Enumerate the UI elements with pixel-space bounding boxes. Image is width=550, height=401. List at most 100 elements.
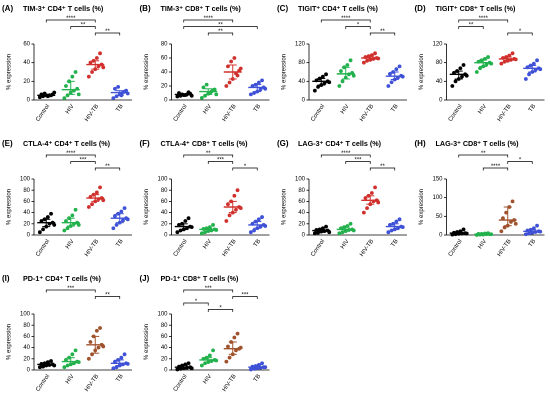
significance-label: **** (204, 16, 214, 22)
y-tick-label: 60 (23, 199, 30, 205)
data-point (504, 210, 509, 215)
significance-bracket (232, 296, 258, 299)
significance-label: *** (354, 157, 362, 163)
y-axis-label: % expression (419, 54, 425, 90)
data-point (312, 88, 317, 93)
significance-label: **** (341, 16, 351, 22)
significance-bracket (45, 19, 96, 23)
y-tick-label: 40 (23, 345, 30, 351)
data-point (324, 224, 328, 229)
data-point (119, 355, 124, 360)
data-point (361, 60, 366, 65)
y-tick-label: 80 (161, 42, 168, 48)
y-axis-label: % expression (282, 189, 288, 225)
data-point (113, 86, 117, 91)
x-tick-label: HIV-TB (359, 239, 375, 258)
y-tick-label: 100 (157, 177, 168, 183)
data-point (98, 326, 102, 330)
significance-label: ** (206, 151, 211, 157)
data-point (94, 190, 99, 195)
x-tick-label: HIV (203, 104, 214, 116)
significance-bracket (507, 32, 533, 36)
data-point (460, 74, 464, 79)
data-point (365, 206, 369, 211)
data-point (113, 359, 117, 364)
x-tick-label: HIV (340, 104, 351, 116)
y-tick-label: 60 (23, 334, 30, 340)
significance-bracket (232, 167, 258, 171)
y-tick-label: 40 (298, 210, 305, 216)
data-point (232, 56, 237, 60)
data-point (484, 62, 489, 67)
significance-bracket (369, 167, 396, 171)
data-point (260, 215, 264, 219)
y-tick-label: 0 (302, 98, 306, 104)
data-point (363, 196, 368, 200)
y-tick-label: 100 (20, 312, 31, 318)
significance-bracket (94, 167, 121, 171)
data-point (49, 211, 53, 216)
significance-bracket (458, 154, 509, 158)
data-point (86, 74, 91, 79)
data-point (73, 348, 78, 353)
y-tick-label: 20 (161, 356, 168, 362)
data-point (322, 81, 327, 86)
y-tick-label: 120 (432, 42, 443, 48)
data-point (234, 207, 238, 212)
significance-bracket (70, 161, 96, 164)
y-tick-label: 0 (164, 233, 168, 239)
y-tick-label: 40 (436, 79, 443, 85)
data-point (376, 200, 381, 205)
significance-label: * (519, 157, 522, 163)
significance-label: ** (81, 22, 86, 28)
significance-bracket (70, 26, 96, 29)
significance-bracket (183, 19, 234, 23)
data-point (224, 84, 229, 88)
data-point (260, 78, 264, 83)
data-point (37, 365, 42, 370)
data-point (186, 216, 191, 221)
x-tick-label: Control (173, 239, 189, 258)
y-tick-label: 80 (23, 188, 30, 194)
data-point (101, 65, 106, 70)
significance-label: **** (341, 151, 351, 157)
y-tick-label: 0 (164, 368, 168, 374)
x-tick-label: HIV-TB (222, 104, 238, 123)
data-point (39, 219, 44, 223)
y-tick-label: 0 (439, 233, 443, 239)
y-tick-label: 20 (298, 221, 305, 227)
significance-label: ** (105, 164, 110, 170)
data-point (98, 51, 102, 56)
significance-bracket (45, 289, 96, 293)
data-point (389, 80, 394, 85)
data-point (119, 209, 124, 214)
data-point (76, 223, 81, 227)
data-point (258, 224, 263, 229)
data-point (535, 223, 539, 228)
y-tick-label: 100 (20, 177, 31, 183)
data-point (461, 227, 466, 232)
data-point (234, 348, 238, 353)
x-tick-label: TB (528, 239, 537, 249)
data-point (73, 207, 78, 212)
x-tick-label: HIV-TB (359, 104, 375, 123)
panel-title: TIM-3⁺ CD8⁺ T cells (%) (161, 4, 242, 13)
data-point (62, 365, 67, 370)
data-point (232, 193, 237, 198)
data-point (531, 226, 536, 231)
x-tick-label: HIV (65, 104, 76, 116)
data-point (37, 95, 42, 100)
significance-bracket (507, 161, 533, 164)
data-point (70, 74, 75, 79)
x-tick-label: Control (310, 104, 326, 123)
data-point (111, 96, 116, 101)
panel-title: PD-1⁺ CD4⁺ T cells (%) (23, 274, 101, 283)
y-tick-label: 60 (23, 42, 30, 48)
data-point (49, 359, 53, 363)
y-axis-label: % expression (144, 324, 150, 360)
significance-label: * (219, 305, 222, 311)
y-axis-label: % expression (7, 189, 13, 225)
y-tick-label: 40 (161, 210, 168, 216)
data-point (211, 348, 215, 353)
significance-bracket (45, 154, 96, 158)
